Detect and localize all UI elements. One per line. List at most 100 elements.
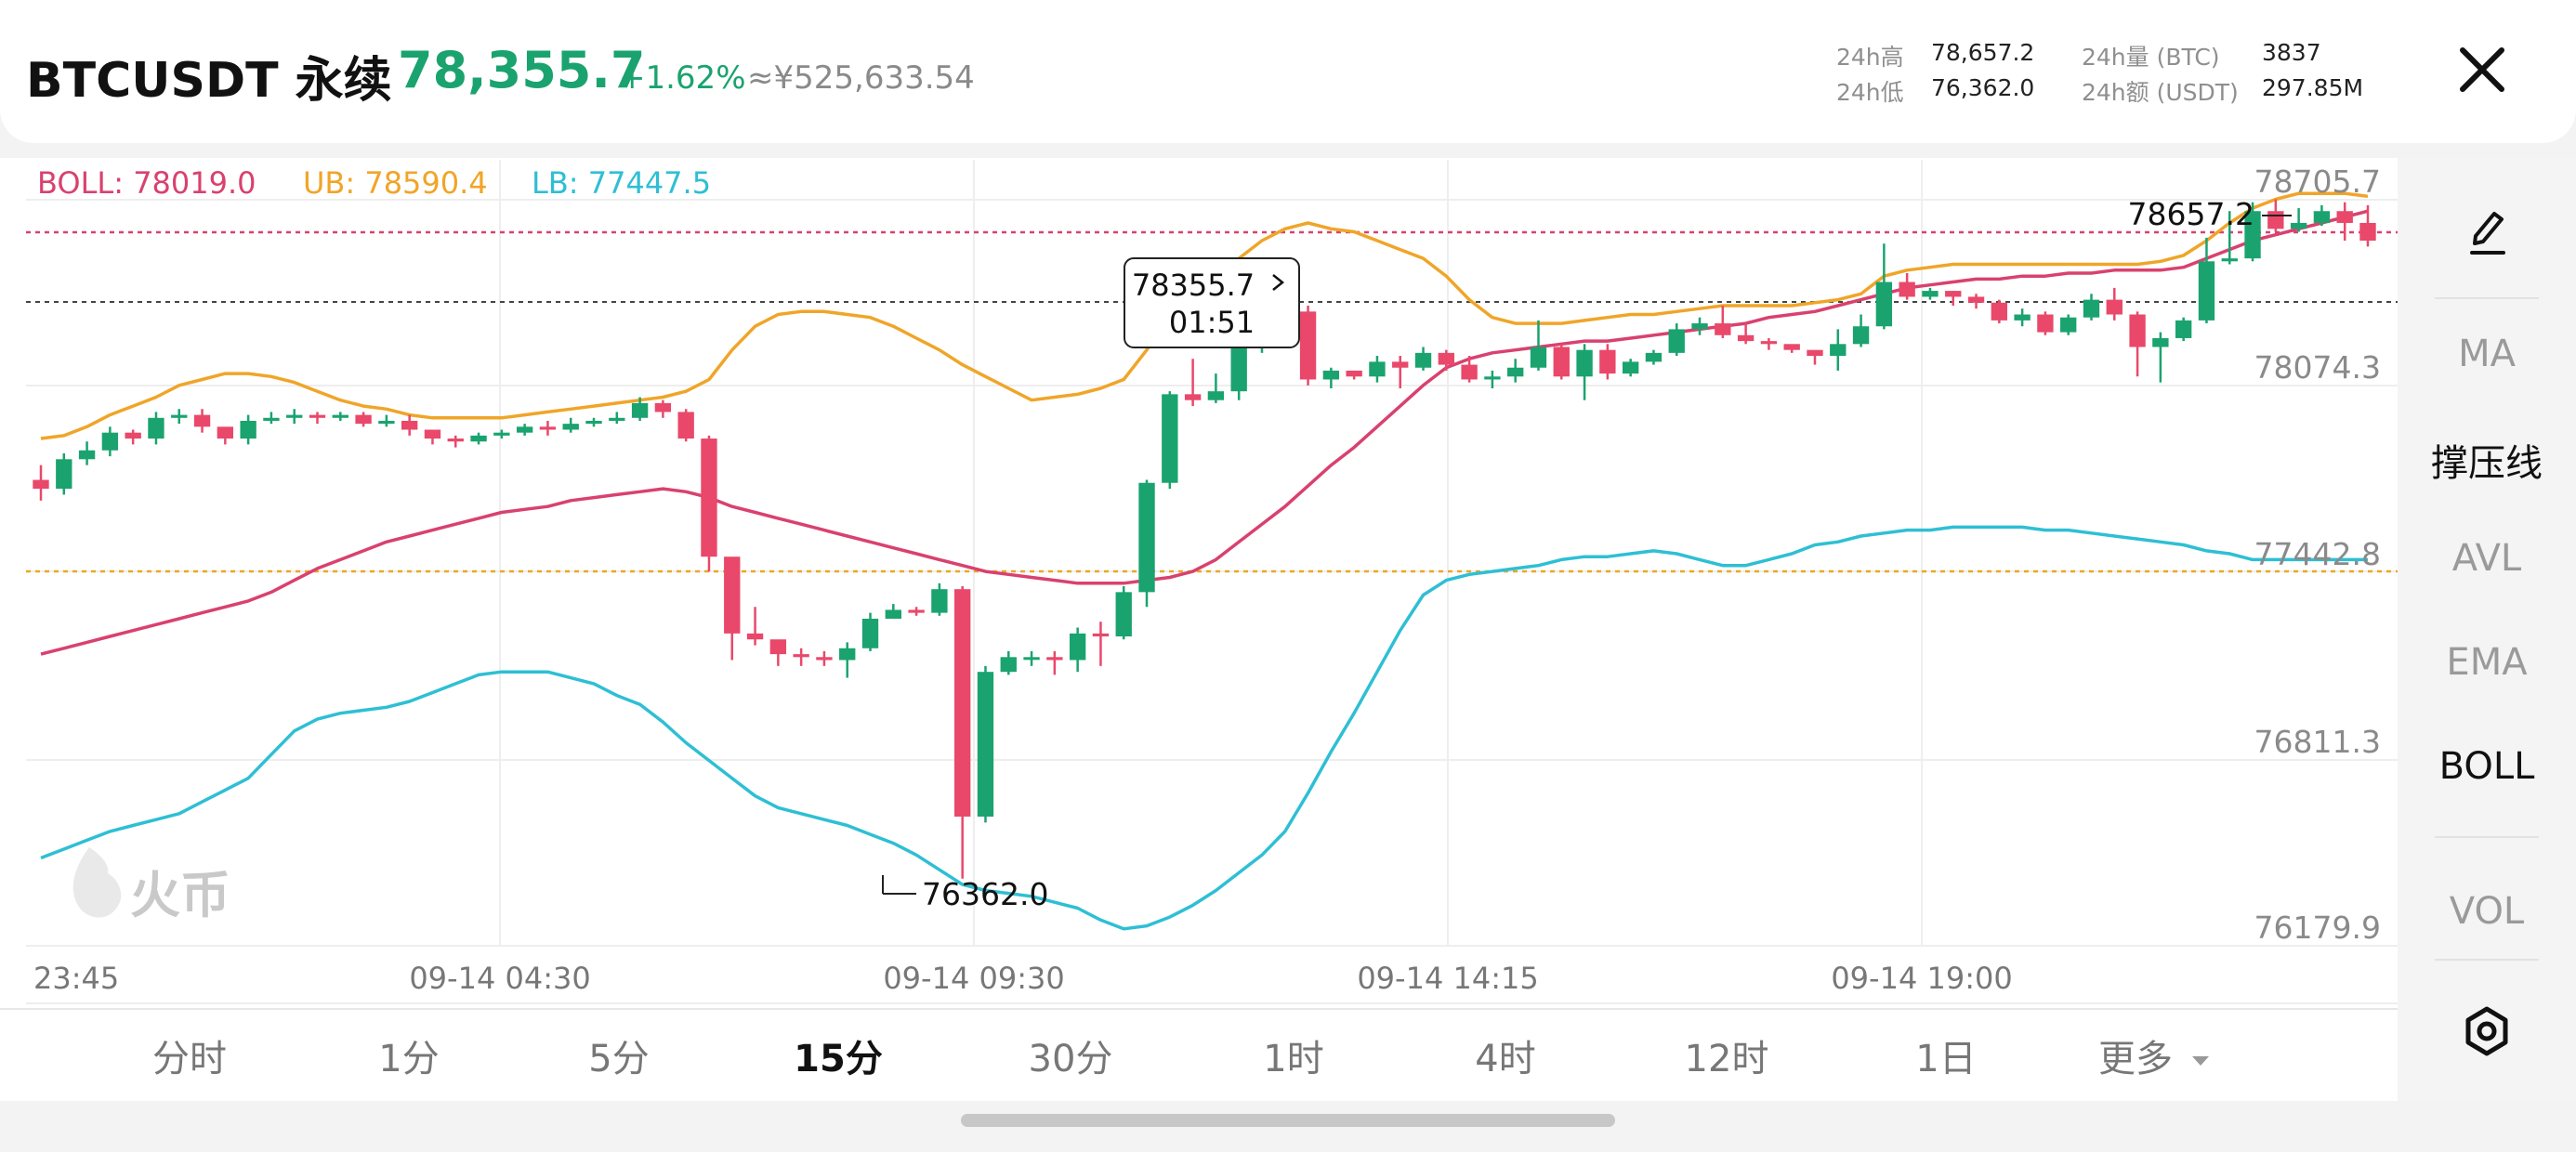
candle <box>1207 373 1225 403</box>
stat-high-label: 24h高 <box>1836 44 1904 71</box>
time-axis-label: 09-14 09:30 <box>883 961 1064 996</box>
candle-body <box>33 479 49 490</box>
boll-line <box>40 209 2369 656</box>
candle <box>2083 294 2100 321</box>
kline-chart[interactable]: 火币 78705.7 78074.3 77442.8 76811.3 76179… <box>0 158 2398 1008</box>
candle-body <box>1622 361 1639 374</box>
sidebar-item-vol[interactable]: VOL <box>2449 890 2525 933</box>
candle <box>2060 314 2077 335</box>
candle-body <box>654 402 672 412</box>
tab-timeline[interactable]: 分时 <box>152 1038 227 1080</box>
candlestick-chart[interactable]: 火币 78705.7 78074.3 77442.8 76811.3 76179… <box>0 158 2398 1008</box>
stat-turnover-label: 24h额 (USDT) <box>2082 79 2239 106</box>
candle <box>2106 287 2123 321</box>
candle <box>2313 204 2331 227</box>
tab-1m[interactable]: 1分 <box>378 1038 440 1080</box>
candle <box>1991 299 2008 324</box>
candle <box>401 414 418 436</box>
candle-body <box>263 417 280 421</box>
candle <box>816 650 833 666</box>
candle <box>908 607 925 616</box>
candle <box>56 452 72 495</box>
boll-value-label: BOLL: 78019.0 <box>37 165 256 201</box>
tab-30m[interactable]: 30分 <box>1028 1038 1113 1080</box>
symbol-title[interactable]: BTCUSDT 永续 <box>26 53 392 109</box>
candle <box>1046 650 1063 675</box>
candle <box>1691 317 1708 335</box>
stat-low-label: 24h低 <box>1836 79 1904 106</box>
candle <box>677 409 694 442</box>
candle <box>2221 211 2238 265</box>
last-price-tag-price: 78355.7 <box>1132 268 1255 303</box>
candle <box>1369 356 1386 383</box>
candle <box>309 412 326 425</box>
candle-body <box>1645 352 1663 362</box>
candle <box>1576 344 1593 400</box>
candle <box>769 639 787 666</box>
sidebar-item-boll[interactable]: BOLL <box>2438 745 2535 788</box>
candle-body <box>908 609 925 613</box>
candle-body <box>2152 337 2169 347</box>
time-axis-label: 09-14 04:30 <box>409 961 590 996</box>
candle <box>724 556 741 661</box>
candle <box>1299 305 1317 386</box>
stat-turnover-value: 297.85M <box>2262 74 2364 101</box>
candle-body <box>1299 311 1317 380</box>
candle-body <box>839 648 856 661</box>
candle <box>1967 294 1985 309</box>
candle <box>1184 359 1202 407</box>
candle-body <box>539 426 557 430</box>
sidebar-item-ma[interactable]: MA <box>2458 333 2516 375</box>
draw-tool-button[interactable] <box>2455 199 2518 262</box>
candle <box>1852 314 1870 347</box>
candle <box>2175 317 2192 342</box>
stat-high-value: 78,657.2 <box>1931 39 2035 66</box>
sidebar-item-avl[interactable]: AVL <box>2451 537 2522 580</box>
candle-body <box>1576 349 1593 377</box>
tab-12h[interactable]: 12时 <box>1684 1038 1769 1080</box>
candle <box>1000 650 1017 675</box>
candle <box>1830 329 1847 371</box>
candle-body <box>1945 291 1962 297</box>
caret-down-icon <box>2191 1056 2209 1066</box>
tab-5m[interactable]: 5分 <box>588 1038 650 1080</box>
huobi-watermark <box>72 847 122 918</box>
candle-body <box>1807 349 1823 357</box>
tab-1d[interactable]: 1日 <box>1915 1038 1977 1080</box>
candle-body <box>1783 344 1800 350</box>
candle <box>1461 356 1478 383</box>
sidebar-item-support-resistance[interactable]: 撑压线 <box>2431 442 2543 485</box>
candle <box>1783 344 1800 353</box>
tab-4h[interactable]: 4时 <box>1475 1038 1536 1080</box>
sidebar-item-ema[interactable]: EMA <box>2446 641 2528 684</box>
candle-body <box>516 426 533 433</box>
candles <box>33 199 2376 879</box>
sidebar-divider <box>2435 297 2539 299</box>
tab-15m[interactable]: 15分 <box>794 1038 883 1080</box>
candle <box>171 409 188 425</box>
last-price-tag[interactable]: 78355.7 01:51 <box>1124 257 1300 348</box>
last-price: 78,355.7 <box>398 41 646 99</box>
tab-1h[interactable]: 1时 <box>1263 1038 1324 1080</box>
candle-body <box>1484 376 1501 380</box>
candle <box>1599 344 1616 380</box>
time-axis-label: 09-14 14:15 <box>1357 961 1538 996</box>
indicator-sidebar: MA 撑压线 AVL EMA BOLL VOL <box>2398 158 2576 1101</box>
candle-body <box>2244 211 2261 259</box>
candle-body <box>217 426 234 439</box>
candle <box>562 417 579 433</box>
close-button[interactable] <box>2450 37 2515 102</box>
candle <box>1023 650 1040 666</box>
candle-body <box>2290 222 2307 229</box>
candle-body <box>1438 352 1454 365</box>
chart-settings-button[interactable] <box>2457 1001 2517 1061</box>
candle-body <box>101 432 119 451</box>
candle-body <box>1092 633 1110 637</box>
candle <box>447 435 464 448</box>
tab-more[interactable]: 更多 <box>2098 1028 2228 1082</box>
candle-body <box>2014 314 2031 321</box>
candle-body <box>286 414 303 418</box>
price-axis-label: 76179.9 <box>2254 910 2381 946</box>
candle <box>931 583 948 616</box>
candle-body <box>1207 391 1225 400</box>
